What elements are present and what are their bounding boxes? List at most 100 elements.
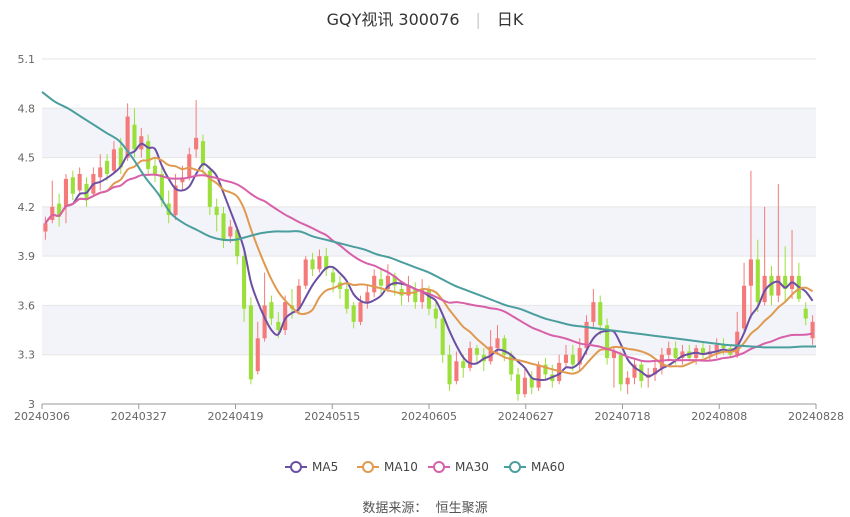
y-tick-label: 4.8 [18, 102, 36, 115]
source-label: 数据来源： [362, 501, 428, 516]
y-tick-label: 4.5 [18, 152, 36, 165]
candle-body [207, 170, 212, 207]
candle-body [132, 124, 137, 150]
candle-body [118, 147, 123, 168]
candle-body [618, 354, 623, 385]
candle-body [461, 361, 466, 368]
candle-body [43, 223, 48, 232]
candle-body [187, 154, 192, 178]
candle-body [200, 141, 206, 166]
candle-body [358, 302, 363, 322]
y-tick-label: 5.1 [18, 53, 36, 66]
legend-item-ma5[interactable]: MA5 [285, 460, 338, 474]
candle-body [522, 377, 527, 395]
y-tick-label: 4.2 [18, 201, 36, 214]
candle-body [296, 285, 301, 309]
grid-band [42, 206, 816, 257]
candle-body [625, 377, 630, 385]
x-tick-label: 20240306 [14, 410, 70, 423]
candle-body [146, 141, 151, 170]
candle-body [180, 177, 185, 183]
candle-body [413, 289, 418, 303]
candle-body [502, 338, 507, 355]
candle-body [324, 256, 329, 270]
candle-body [762, 275, 767, 303]
candle-body [70, 177, 75, 194]
ma5-line [44, 142, 814, 381]
candle-body [392, 275, 397, 286]
candle-body [344, 289, 349, 309]
y-tick-label: 3.9 [18, 250, 36, 263]
legend-item-ma10[interactable]: MA10 [357, 460, 418, 474]
candle-body [228, 226, 233, 237]
candle-body [810, 321, 815, 339]
candle-body [372, 275, 377, 293]
candle-body [748, 259, 753, 286]
y-tick-label: 3.3 [18, 349, 36, 362]
candle-body [776, 275, 781, 296]
legend-marker [362, 461, 374, 473]
y-tick-label: 3.6 [18, 299, 36, 312]
candle-body [515, 374, 521, 395]
x-tick-label: 20240828 [788, 410, 844, 423]
candle-body [529, 377, 534, 388]
candle-body [77, 174, 82, 191]
candle-body [242, 256, 247, 309]
candle-body [420, 289, 425, 303]
ma30-line [44, 173, 813, 363]
candle-body [248, 305, 253, 380]
candle-body [159, 174, 164, 201]
candle-body [652, 367, 658, 375]
candle-body [440, 318, 445, 355]
legend-label: MA60 [531, 460, 565, 474]
chart-title: GQY视讯 300076 | 日K [0, 6, 850, 30]
candle-body [317, 256, 322, 270]
candle-body [194, 137, 199, 150]
candle-body [755, 259, 760, 303]
candle-body [214, 206, 219, 216]
candle-body [632, 364, 637, 378]
candle-body [468, 348, 473, 368]
candle-body [303, 259, 308, 286]
candle-body [783, 275, 788, 289]
candle-body [98, 167, 103, 178]
candle-body [680, 351, 685, 358]
candle-body [803, 308, 808, 319]
candle-body [152, 165, 158, 174]
y-tick-label: 3 [28, 398, 35, 411]
candle-body [283, 302, 288, 331]
candle-body [63, 178, 69, 207]
candle-body [769, 275, 774, 296]
candle-body [577, 348, 582, 365]
candle-body [611, 351, 616, 358]
candle-body [385, 275, 390, 289]
x-tick-label: 20240327 [111, 410, 167, 423]
candle-body [570, 354, 575, 365]
candle-body [605, 325, 610, 358]
candle-body [454, 361, 459, 381]
candle-body [488, 346, 493, 362]
x-tick-label: 20240808 [691, 410, 747, 423]
data-source: 数据来源： 恒生聚源 [0, 497, 850, 516]
legend-label: MA10 [384, 460, 418, 474]
candle-body [474, 348, 480, 355]
candle-body [666, 348, 671, 355]
candle-body [406, 285, 411, 296]
candle-body [563, 354, 569, 363]
legend-item-ma60[interactable]: MA60 [504, 460, 565, 474]
candle-body [433, 308, 438, 319]
candle-body [735, 331, 740, 355]
x-tick-label: 20240515 [304, 410, 360, 423]
candle-body [57, 203, 62, 217]
legend-label: MA5 [312, 460, 338, 474]
candle-body [111, 149, 116, 171]
legend-item-ma30[interactable]: MA30 [428, 460, 489, 474]
x-tick-label: 20240419 [208, 410, 264, 423]
candle-body [310, 259, 315, 270]
candle-body [426, 289, 432, 309]
candle-body [262, 305, 267, 339]
candle-body [331, 272, 336, 283]
candle-body [742, 285, 747, 329]
candle-body [447, 354, 452, 385]
